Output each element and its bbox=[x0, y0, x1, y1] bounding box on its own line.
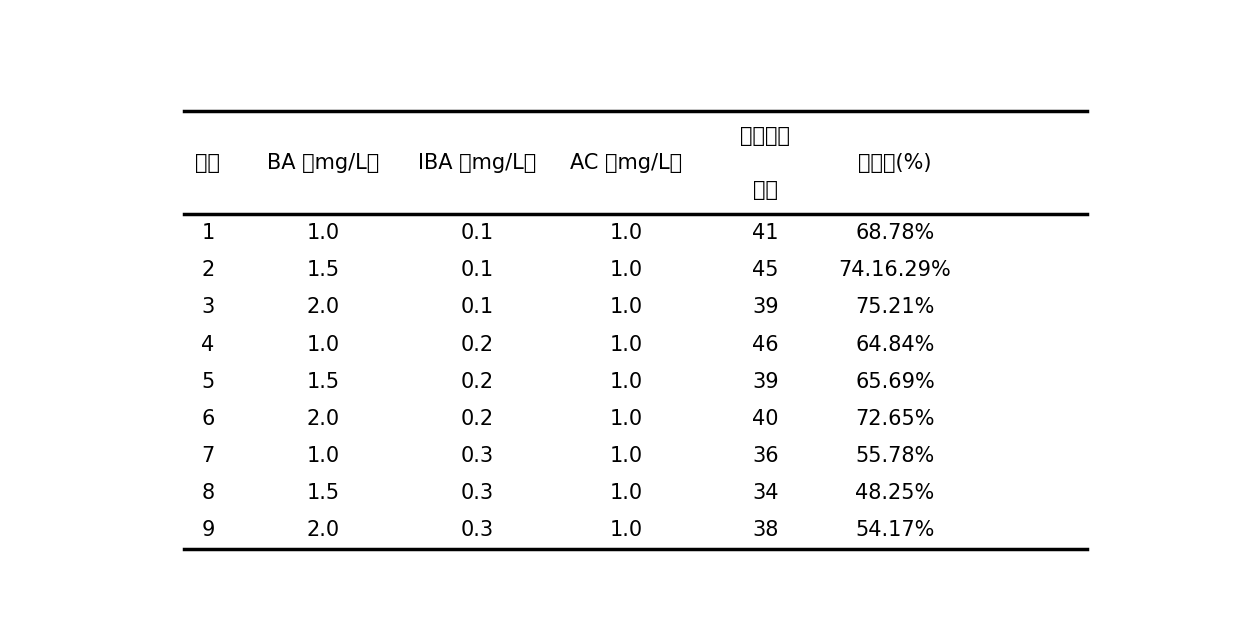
Text: 0.3: 0.3 bbox=[460, 520, 494, 541]
Text: BA （mg/L）: BA （mg/L） bbox=[267, 153, 379, 173]
Text: 34: 34 bbox=[751, 483, 779, 504]
Text: 40: 40 bbox=[751, 409, 779, 429]
Text: 5: 5 bbox=[201, 372, 215, 392]
Text: 1.0: 1.0 bbox=[609, 446, 642, 466]
Text: 1.0: 1.0 bbox=[609, 335, 642, 355]
Text: 48.25%: 48.25% bbox=[856, 483, 935, 504]
Text: 1.5: 1.5 bbox=[306, 483, 340, 504]
Text: 2: 2 bbox=[201, 260, 215, 281]
Text: 诱导率(%): 诱导率(%) bbox=[858, 153, 931, 173]
Text: 1.0: 1.0 bbox=[306, 335, 340, 355]
Text: 55.78%: 55.78% bbox=[856, 446, 935, 466]
Text: 2.0: 2.0 bbox=[306, 520, 340, 541]
Text: 1.0: 1.0 bbox=[609, 409, 642, 429]
Text: 1.5: 1.5 bbox=[306, 372, 340, 392]
Text: 1.0: 1.0 bbox=[609, 483, 642, 504]
Text: 1: 1 bbox=[201, 223, 215, 243]
Text: 0.2: 0.2 bbox=[460, 409, 494, 429]
Text: 75.21%: 75.21% bbox=[856, 297, 935, 318]
Text: 46: 46 bbox=[751, 335, 779, 355]
Text: 0.1: 0.1 bbox=[460, 260, 494, 281]
Text: IBA （mg/L）: IBA （mg/L） bbox=[418, 153, 536, 173]
Text: 1.0: 1.0 bbox=[609, 372, 642, 392]
Text: 1.0: 1.0 bbox=[609, 297, 642, 318]
Text: 65.69%: 65.69% bbox=[856, 372, 935, 392]
Text: 8: 8 bbox=[201, 483, 215, 504]
Text: 72.65%: 72.65% bbox=[856, 409, 935, 429]
Text: 0.2: 0.2 bbox=[460, 335, 494, 355]
Text: 3: 3 bbox=[201, 297, 215, 318]
Text: 1.0: 1.0 bbox=[609, 260, 642, 281]
Text: 64.84%: 64.84% bbox=[856, 335, 935, 355]
Text: 41: 41 bbox=[751, 223, 779, 243]
Text: 编号: 编号 bbox=[196, 153, 221, 173]
Text: 39: 39 bbox=[751, 297, 779, 318]
Text: 7: 7 bbox=[201, 446, 215, 466]
Text: 0.3: 0.3 bbox=[460, 483, 494, 504]
Text: 诱导外植: 诱导外植 bbox=[740, 126, 790, 146]
Text: 2.0: 2.0 bbox=[306, 409, 340, 429]
Text: 1.0: 1.0 bbox=[306, 223, 340, 243]
Text: 1.0: 1.0 bbox=[609, 520, 642, 541]
Text: 9: 9 bbox=[201, 520, 215, 541]
Text: 4: 4 bbox=[201, 335, 215, 355]
Text: 1.0: 1.0 bbox=[609, 223, 642, 243]
Text: 38: 38 bbox=[751, 520, 779, 541]
Text: 0.3: 0.3 bbox=[460, 446, 494, 466]
Text: AC （mg/L）: AC （mg/L） bbox=[570, 153, 682, 173]
Text: 6: 6 bbox=[201, 409, 215, 429]
Text: 39: 39 bbox=[751, 372, 779, 392]
Text: 0.2: 0.2 bbox=[460, 372, 494, 392]
Text: 0.1: 0.1 bbox=[460, 223, 494, 243]
Text: 2.0: 2.0 bbox=[306, 297, 340, 318]
Text: 45: 45 bbox=[751, 260, 779, 281]
Text: 68.78%: 68.78% bbox=[856, 223, 935, 243]
Text: 0.1: 0.1 bbox=[460, 297, 494, 318]
Text: 74.16.29%: 74.16.29% bbox=[838, 260, 951, 281]
Text: 体数: 体数 bbox=[753, 180, 777, 200]
Text: 54.17%: 54.17% bbox=[856, 520, 935, 541]
Text: 36: 36 bbox=[751, 446, 779, 466]
Text: 1.5: 1.5 bbox=[306, 260, 340, 281]
Text: 1.0: 1.0 bbox=[306, 446, 340, 466]
